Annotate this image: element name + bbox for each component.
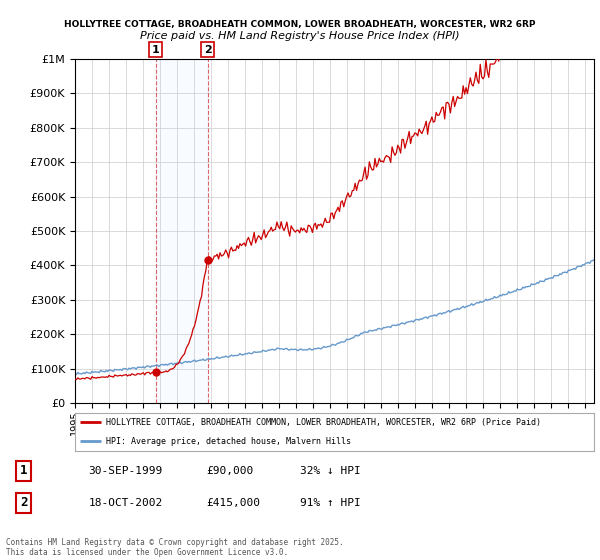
Text: £90,000: £90,000 xyxy=(206,465,253,475)
Bar xyxy=(156,59,208,403)
Text: 32% ↓ HPI: 32% ↓ HPI xyxy=(300,465,361,475)
Text: HOLLYTREE COTTAGE, BROADHEATH COMMON, LOWER BROADHEATH, WORCESTER, WR2 6RP (Pric: HOLLYTREE COTTAGE, BROADHEATH COMMON, LO… xyxy=(106,418,541,427)
Text: HOLLYTREE COTTAGE, BROADHEATH COMMON, LOWER BROADHEATH, WORCESTER, WR2 6RP: HOLLYTREE COTTAGE, BROADHEATH COMMON, LO… xyxy=(64,20,536,29)
Text: 1: 1 xyxy=(152,45,160,55)
Text: 1: 1 xyxy=(20,464,28,477)
Text: HPI: Average price, detached house, Malvern Hills: HPI: Average price, detached house, Malv… xyxy=(106,437,351,446)
Text: 91% ↑ HPI: 91% ↑ HPI xyxy=(300,498,361,508)
Text: 2: 2 xyxy=(203,45,211,55)
Text: 2: 2 xyxy=(20,496,28,509)
Text: 18-OCT-2002: 18-OCT-2002 xyxy=(88,498,163,508)
Text: 30-SEP-1999: 30-SEP-1999 xyxy=(88,465,163,475)
Text: Price paid vs. HM Land Registry's House Price Index (HPI): Price paid vs. HM Land Registry's House … xyxy=(140,31,460,41)
Text: Contains HM Land Registry data © Crown copyright and database right 2025.
This d: Contains HM Land Registry data © Crown c… xyxy=(6,538,344,557)
Text: £415,000: £415,000 xyxy=(206,498,260,508)
